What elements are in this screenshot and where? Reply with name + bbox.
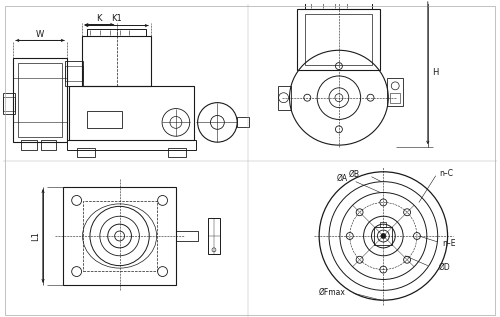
Bar — [3, 97, 15, 111]
Text: ØA: ØA — [336, 174, 347, 183]
Bar — [374, 227, 392, 245]
Bar — [380, 222, 386, 227]
Text: K: K — [96, 14, 102, 23]
Bar — [306, 14, 372, 65]
Bar — [69, 86, 194, 140]
Bar — [3, 93, 15, 114]
Bar — [18, 63, 62, 137]
Bar — [278, 86, 290, 110]
Bar — [87, 111, 122, 128]
Bar — [82, 36, 151, 86]
Bar — [208, 218, 220, 254]
Text: ØB: ØB — [348, 170, 359, 179]
Text: K1: K1 — [112, 14, 122, 23]
Bar — [168, 148, 186, 157]
Bar — [66, 66, 83, 81]
Bar — [87, 29, 146, 36]
Text: ØD: ØD — [438, 263, 450, 272]
Text: ØFmax: ØFmax — [318, 288, 345, 297]
Bar — [66, 61, 83, 86]
Bar — [13, 58, 67, 142]
Text: L1: L1 — [30, 231, 40, 241]
Text: n–E: n–E — [442, 239, 456, 249]
Bar — [306, 0, 372, 9]
Bar — [237, 118, 249, 127]
Bar — [63, 187, 176, 285]
Bar — [67, 140, 196, 150]
Bar — [77, 148, 95, 157]
Bar — [21, 140, 36, 150]
Bar — [388, 78, 403, 106]
Bar — [390, 93, 400, 103]
Bar — [40, 140, 56, 150]
Bar — [298, 9, 380, 70]
Bar — [176, 231, 198, 241]
Text: H: H — [432, 68, 439, 77]
Text: n–C: n–C — [440, 169, 454, 178]
Text: W: W — [36, 30, 44, 39]
Bar — [82, 201, 156, 271]
Circle shape — [381, 234, 386, 238]
